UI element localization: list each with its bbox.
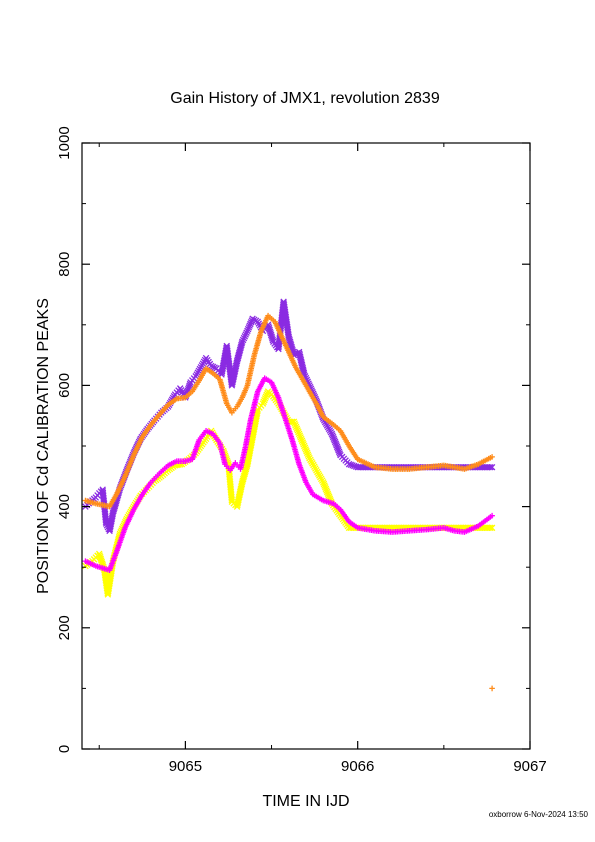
x-tick-label: 9066 [341, 758, 374, 775]
data-point [487, 463, 494, 471]
data-point [295, 428, 302, 436]
chart-title: Gain History of JMX1, revolution 2839 [170, 90, 440, 107]
series-3 [82, 312, 495, 692]
data-point [303, 447, 310, 455]
credit-text: oxborrow 6-Nov-2024 13:50 [489, 810, 589, 819]
data-point [264, 389, 271, 397]
y-tick-label: 1000 [56, 126, 73, 159]
data-point [292, 421, 299, 429]
data-point [301, 444, 309, 451]
data-point [269, 336, 277, 344]
data-point [296, 432, 304, 439]
y-tick-label: 200 [56, 615, 73, 640]
data-point [245, 324, 253, 331]
data-point [242, 331, 249, 338]
data-point [246, 322, 253, 329]
data-point [261, 396, 268, 404]
data-point [488, 463, 496, 471]
data-point [350, 462, 358, 470]
data-point [305, 453, 312, 460]
data-point [263, 391, 270, 399]
series-2 [82, 375, 495, 574]
data-point [489, 512, 495, 519]
data-point [259, 400, 267, 407]
y-tick-label: 600 [56, 373, 73, 398]
data-point [292, 423, 300, 431]
data-point [243, 329, 250, 336]
data-point [261, 395, 269, 402]
data-point [347, 461, 355, 469]
x-axis-label: TIME IN IJD [262, 793, 349, 810]
data-point [345, 460, 353, 468]
data-point [300, 441, 307, 448]
y-tick-label: 400 [56, 494, 73, 519]
data-point [238, 340, 246, 347]
data-point [301, 442, 308, 450]
data-point [298, 435, 305, 443]
data-point [297, 434, 304, 441]
data-point [302, 446, 310, 453]
data-point [349, 462, 356, 469]
data-point [239, 336, 247, 344]
data-point [244, 327, 251, 335]
data-point [294, 427, 301, 434]
data-point [293, 425, 301, 432]
data-point [260, 398, 267, 406]
data-point [290, 418, 298, 426]
data-point [489, 685, 495, 692]
data-point [295, 430, 303, 438]
series-layer [82, 298, 496, 692]
data-point [244, 325, 252, 333]
data-point [241, 333, 249, 340]
data-point [487, 524, 494, 532]
data-point [240, 334, 248, 342]
tick-layer: 0 200 400 600 800 1000 9065 9066 9067 [56, 126, 547, 775]
data-point [186, 380, 194, 388]
data-point [298, 437, 306, 445]
x-tick-label: 9065 [169, 758, 202, 775]
data-point [291, 420, 298, 427]
x-tick-label: 9067 [513, 758, 546, 775]
y-tick-label: 0 [56, 745, 73, 753]
data-point [488, 524, 496, 532]
data-point [304, 451, 312, 458]
y-tick-label: 800 [56, 252, 73, 277]
data-point [336, 450, 344, 457]
data-point [238, 338, 246, 346]
y-axis-label: POSITION OF Cd CALIBRATION PEAKS [35, 298, 52, 594]
data-point [299, 439, 307, 446]
data-point [303, 449, 311, 457]
data-point [489, 454, 495, 460]
data-point [228, 496, 236, 504]
